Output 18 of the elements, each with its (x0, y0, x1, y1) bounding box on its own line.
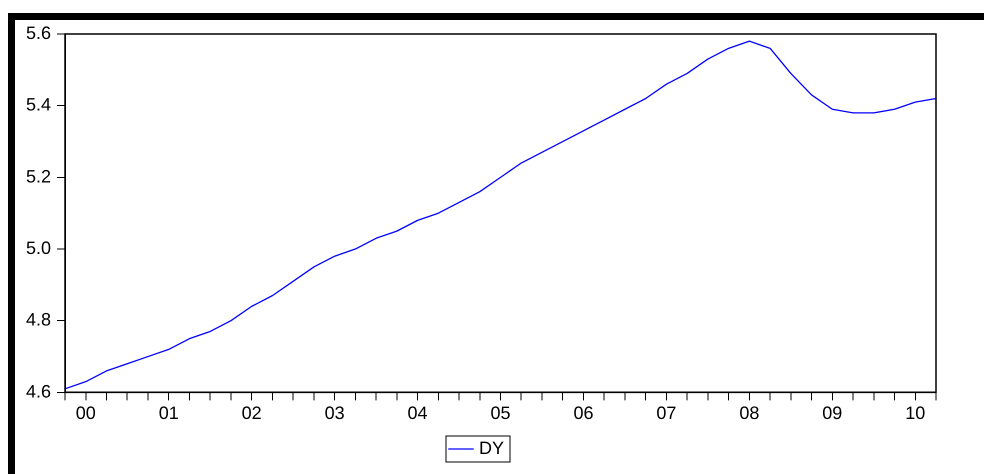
x-tick-label: 07 (656, 403, 676, 424)
x-tick-label: 03 (324, 403, 345, 424)
x-tick-label: 08 (739, 403, 760, 424)
y-tick-label: 5.2 (26, 166, 52, 186)
x-tick-label: 04 (408, 403, 428, 424)
y-tick-label: 5.4 (26, 94, 52, 115)
x-tick-label: 01 (158, 403, 179, 424)
x-tick-label: 05 (490, 403, 511, 424)
x-tick-label: 10 (905, 403, 926, 424)
x-tick-label: 06 (573, 403, 594, 424)
y-tick-label: 4.8 (26, 310, 52, 330)
x-tick-label: 09 (822, 403, 842, 424)
y-tick-label: 5.6 (26, 22, 52, 43)
legend-label: DY (479, 438, 504, 458)
y-tick-label: 5.0 (26, 238, 52, 258)
y-tick-label: 4.6 (26, 381, 52, 402)
x-tick-label: 02 (242, 403, 262, 424)
x-tick-label: 00 (76, 403, 96, 424)
